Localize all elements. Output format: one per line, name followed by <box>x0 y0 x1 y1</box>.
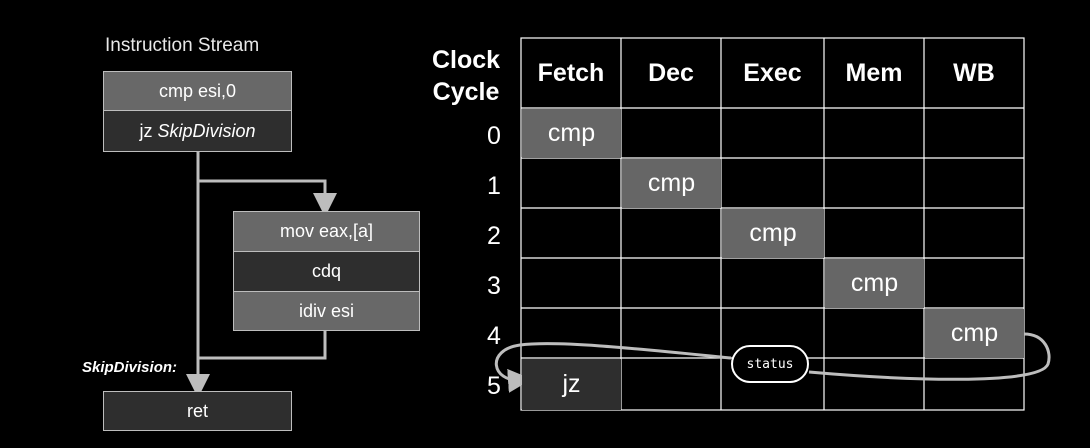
skip-division-label: SkipDivision: <box>82 359 178 376</box>
instr-cdq: cdq <box>233 251 420 292</box>
instr-jz: jz SkipDivision <box>103 110 292 152</box>
cycle-3-label: 3 <box>487 272 501 300</box>
header-fetch: Fetch <box>537 58 605 87</box>
cell-cmp-mem: cmp <box>825 259 924 308</box>
cell-cmp-dec: cmp <box>622 159 721 208</box>
feedback-loop-arrow <box>494 332 1051 380</box>
instr-mov: mov eax,[a] <box>233 211 420 252</box>
cell-cmp-fetch: cmp <box>522 109 621 158</box>
flow-lines <box>186 152 337 398</box>
clock-cycle-header: Clock Cycle <box>426 44 506 108</box>
cycle-2-label: 2 <box>487 222 501 250</box>
instr-ret: ret <box>103 391 292 431</box>
stream-title: Instruction Stream <box>105 35 260 56</box>
header-mem: Mem <box>845 58 903 87</box>
status-bubble: status <box>731 345 809 383</box>
pipeline-grid <box>520 37 1025 411</box>
instr-jz-target: SkipDivision <box>157 120 256 141</box>
header-dec: Dec <box>648 58 694 87</box>
header-exec: Exec <box>743 58 802 87</box>
cell-cmp-wb: cmp <box>925 309 1024 358</box>
cell-cmp-exec: cmp <box>722 209 824 258</box>
cycle-5-label: 5 <box>487 372 501 400</box>
header-wb: WB <box>953 58 995 87</box>
cycle-0-label: 0 <box>487 122 501 150</box>
cycle-label: Cycle <box>432 78 500 106</box>
cell-jz-fetch: jz <box>522 359 621 410</box>
instr-cmp: cmp esi,0 <box>103 71 292 111</box>
instr-jz-prefix: jz <box>139 120 158 141</box>
clock-label: Clock <box>431 46 501 74</box>
cycle-4-label: 4 <box>487 322 501 350</box>
flow-return-line <box>198 331 327 360</box>
instr-idiv: idiv esi <box>233 291 420 331</box>
flow-branch-arrow <box>198 179 337 217</box>
cycle-1-label: 1 <box>487 172 501 200</box>
